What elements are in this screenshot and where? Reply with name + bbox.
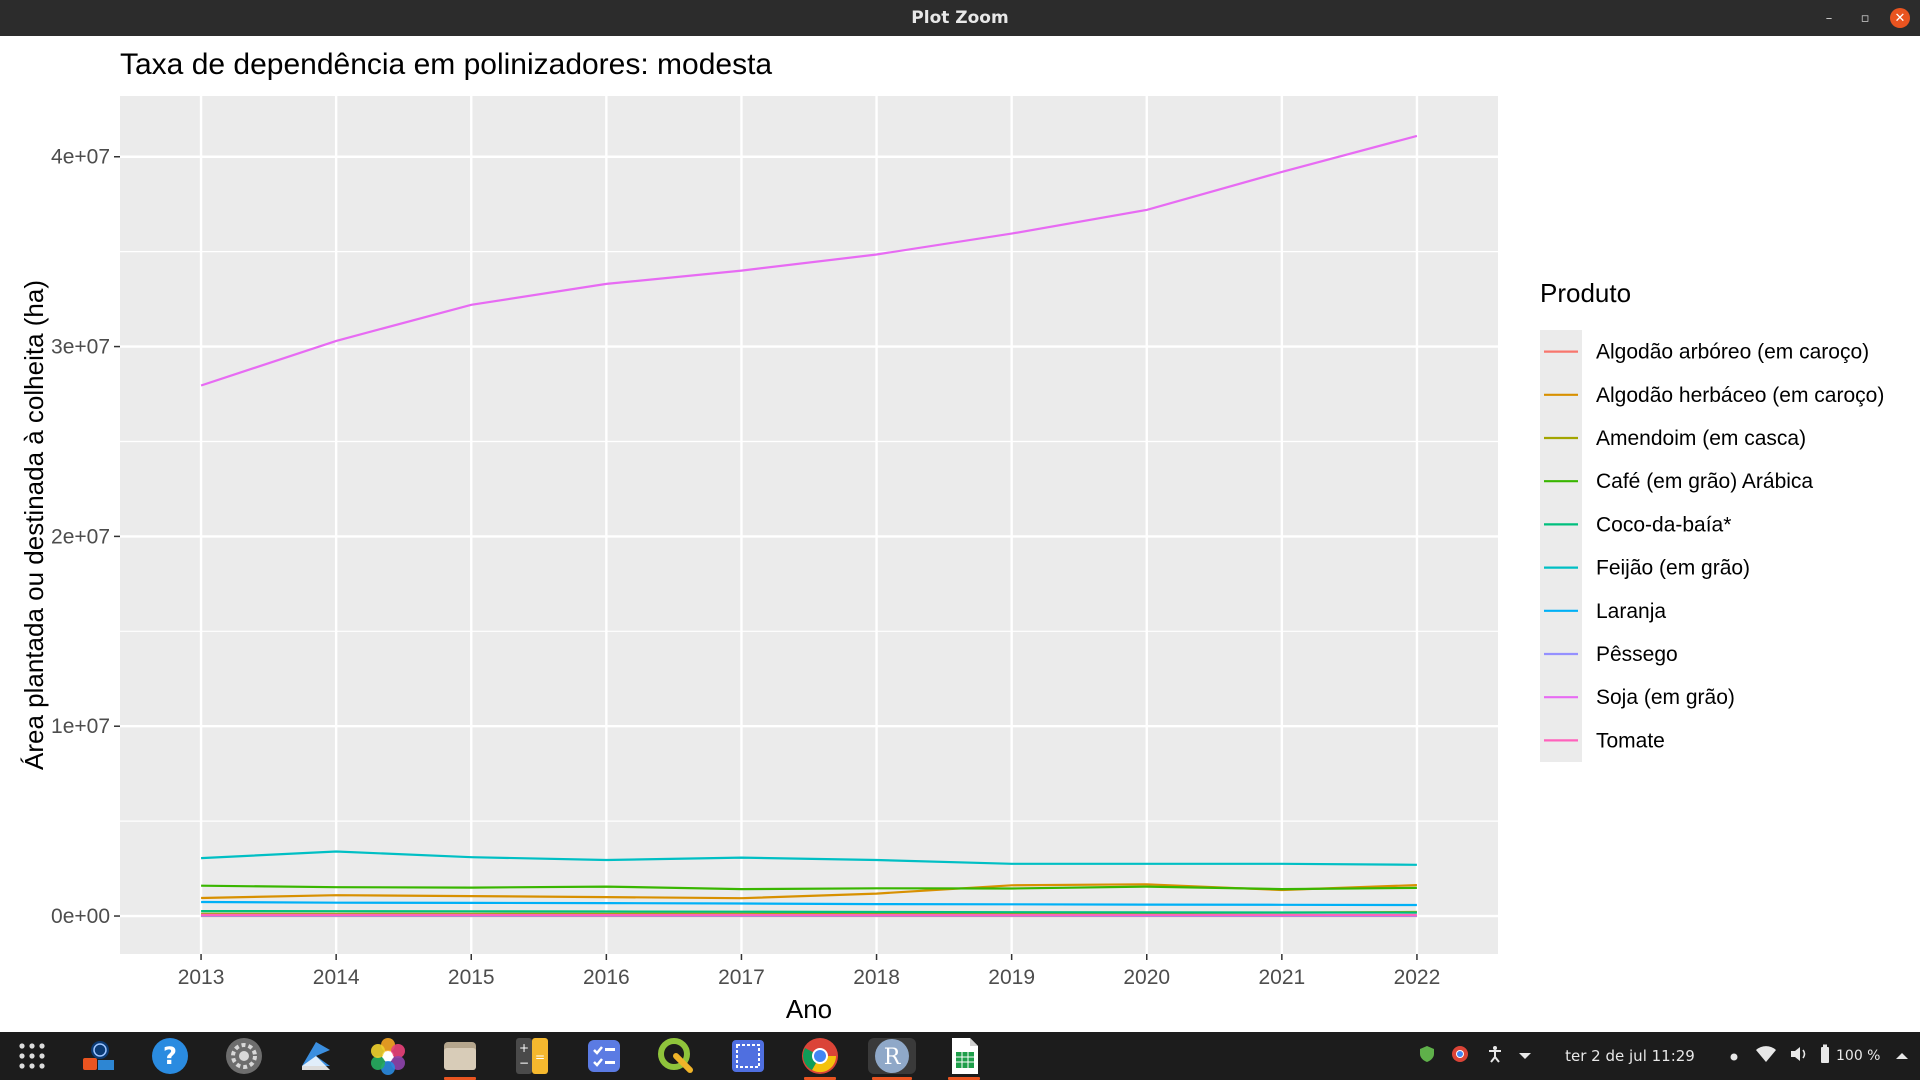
settings-icon[interactable] xyxy=(224,1038,264,1074)
x-tick-label: 2016 xyxy=(583,966,630,989)
legend-label: Feijão (em grão) xyxy=(1596,557,1750,580)
running-indicator xyxy=(872,1077,912,1080)
chrome-icon[interactable] xyxy=(800,1038,840,1080)
y-tick-label: 1e+07 xyxy=(51,715,110,738)
screenshot-icon[interactable] xyxy=(728,1038,768,1074)
x-tick-label: 2020 xyxy=(1123,966,1170,989)
legend-label: Tomate xyxy=(1596,729,1665,752)
series-line xyxy=(200,134,1418,387)
qgis-icon[interactable] xyxy=(656,1038,696,1074)
plot-panel xyxy=(120,96,1498,954)
window-controls: – ▫ ✕ xyxy=(1818,0,1910,36)
svg-text:?: ? xyxy=(163,1042,177,1070)
chevron-up-icon[interactable] xyxy=(1884,1047,1920,1065)
running-indicator xyxy=(444,1077,476,1080)
notification-dot-icon xyxy=(1720,1047,1748,1065)
y-axis-label: Área plantada ou destinada à colheita (h… xyxy=(19,280,49,770)
x-tick-label: 2021 xyxy=(1258,966,1305,989)
legend-label: Amendoim (em casca) xyxy=(1596,427,1806,450)
y-tick-label: 4e+07 xyxy=(51,146,110,169)
system-tray: ter 2 de jul 11:29 100 % xyxy=(1414,1032,1920,1080)
taskbar: ? + − = xyxy=(0,1032,1920,1080)
remote-desktop-icon[interactable] xyxy=(296,1038,336,1074)
legend-label: Algodão herbáceo (em caroço) xyxy=(1596,384,1884,407)
legend-label: Laranja xyxy=(1596,600,1666,623)
x-tick-label: 2014 xyxy=(313,966,360,989)
running-indicator xyxy=(948,1077,980,1080)
x-tick-label: 2013 xyxy=(178,966,225,989)
svg-text:+: + xyxy=(519,1041,529,1055)
window-titlebar[interactable]: Plot Zoom – ▫ ✕ xyxy=(0,0,1920,36)
maximize-icon[interactable]: ▫ xyxy=(1860,10,1870,26)
x-tick-label: 2022 xyxy=(1394,966,1441,989)
battery-icon[interactable] xyxy=(1814,1044,1836,1068)
chart-title: Taxa de dependência em polinizadores: mo… xyxy=(120,48,772,81)
y-tick-label: 0e+00 xyxy=(51,905,110,928)
y-tick-label: 3e+07 xyxy=(51,336,110,359)
svg-text:=: = xyxy=(535,1050,545,1064)
legend-label: Algodão arbóreo (em caroço) xyxy=(1596,341,1869,364)
help-icon[interactable]: ? xyxy=(150,1038,190,1074)
series-line xyxy=(201,900,1417,907)
app-grid-icon[interactable] xyxy=(12,1038,52,1074)
dell-update-icon[interactable] xyxy=(78,1038,118,1074)
plot-area: Taxa de dependência em polinizadores: mo… xyxy=(0,36,1920,1032)
close-icon[interactable]: ✕ xyxy=(1890,8,1910,28)
legend-label: Soja (em grão) xyxy=(1596,686,1735,709)
series-line xyxy=(201,850,1417,866)
calculator-icon[interactable]: + − = xyxy=(512,1038,552,1074)
svg-text:R: R xyxy=(884,1045,902,1070)
series-line xyxy=(201,909,1417,914)
window-title: Plot Zoom xyxy=(911,8,1009,28)
files-icon[interactable] xyxy=(440,1038,480,1080)
shield-icon[interactable] xyxy=(1414,1045,1440,1067)
series-line xyxy=(201,884,1417,891)
x-tick-label: 2018 xyxy=(853,966,900,989)
x-tick-label: 2019 xyxy=(988,966,1035,989)
volume-icon[interactable] xyxy=(1784,1045,1814,1067)
running-indicator xyxy=(804,1077,836,1080)
minimize-icon[interactable]: – xyxy=(1825,10,1833,26)
battery-percent: 100 % xyxy=(1836,1048,1881,1064)
wifi-icon[interactable] xyxy=(1748,1045,1784,1067)
legend: Produto Algodão arbóreo (em caroço) Algod… xyxy=(1540,278,1884,762)
x-tick-label: 2015 xyxy=(448,966,495,989)
legend-label: Coco-da-baía* xyxy=(1596,513,1731,536)
legend-keys-background xyxy=(1540,330,1582,762)
accessibility-icon[interactable] xyxy=(1480,1045,1510,1067)
legend-title: Produto xyxy=(1540,278,1631,308)
chrome-tray-icon[interactable] xyxy=(1440,1045,1480,1067)
legend-label: Pêssego xyxy=(1596,643,1678,666)
r-icon[interactable]: R xyxy=(868,1038,916,1080)
y-tick-label: 2e+07 xyxy=(51,525,110,548)
tasks-icon[interactable] xyxy=(584,1038,624,1074)
photos-icon[interactable] xyxy=(368,1038,408,1075)
x-axis-label: Ano xyxy=(786,994,832,1024)
spreadsheet-icon[interactable] xyxy=(944,1038,984,1080)
line-chart: Taxa de dependência em polinizadores: mo… xyxy=(19,48,1884,1024)
clock[interactable]: ter 2 de jul 11:29 xyxy=(1565,1047,1695,1065)
legend-label: Café (em grão) Arábica xyxy=(1596,470,1813,493)
svg-text:−: − xyxy=(519,1056,529,1070)
chevron-down-icon[interactable] xyxy=(1510,1047,1540,1065)
x-tick-label: 2017 xyxy=(718,966,765,989)
